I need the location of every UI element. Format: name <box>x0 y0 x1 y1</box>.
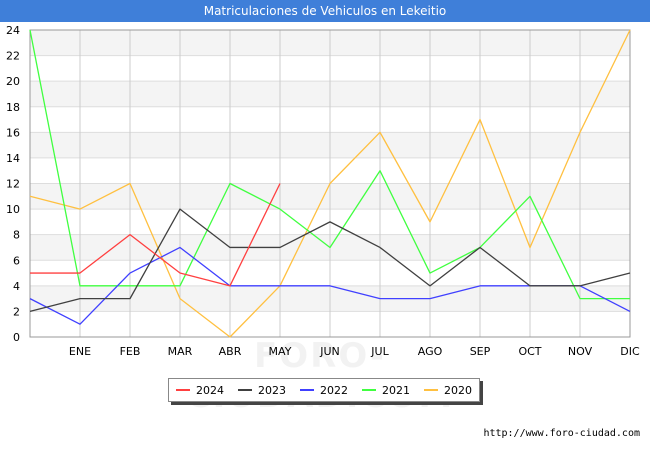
legend-item-2022: 2022 <box>300 384 348 397</box>
chart-title: Matriculaciones de Vehiculos en Lekeitio <box>0 0 650 22</box>
y-tick-label: 2 <box>13 305 20 318</box>
legend: 2024 2023 2022 2021 2020 <box>168 378 480 402</box>
legend-item-2021: 2021 <box>362 384 410 397</box>
legend-item-2020: 2020 <box>424 384 472 397</box>
y-tick-label: 6 <box>13 254 20 267</box>
x-tick-label: SEP <box>470 345 491 358</box>
x-tick-label: OCT <box>518 345 541 358</box>
y-tick-label: 4 <box>13 280 20 293</box>
legend-label: 2021 <box>382 383 410 397</box>
legend-label: 2020 <box>444 383 472 397</box>
y-tick-label: 8 <box>13 229 20 242</box>
legend-swatch <box>300 389 314 391</box>
y-tick-label: 16 <box>6 126 20 139</box>
y-tick-label: 12 <box>6 178 20 191</box>
y-tick-label: 20 <box>6 75 20 88</box>
x-tick-label: MAR <box>168 345 193 358</box>
x-axis-ticks: ENE FEB MAR ABR MAY JUN JUL AGO SEP OCT NOV DIC <box>69 345 640 358</box>
series-line-2020 <box>29 29 631 338</box>
x-tick-label: AGO <box>418 345 443 358</box>
y-tick-label: 14 <box>6 152 20 165</box>
legend-label: 2024 <box>196 383 224 397</box>
x-tick-label: MAY <box>269 345 292 358</box>
legend-item-2024: 2024 <box>176 384 224 397</box>
x-tick-label: ABR <box>219 345 242 358</box>
series-line-2021 <box>29 29 630 300</box>
watermark: FORO-CIUDAD.COM <box>186 336 453 416</box>
series-line-2023 <box>29 208 631 313</box>
x-tick-label: ENE <box>69 345 91 358</box>
legend-swatch <box>424 389 438 391</box>
series-lines <box>29 29 631 338</box>
legend-item-2023: 2023 <box>238 384 286 397</box>
x-tick-label: JUL <box>370 345 389 358</box>
x-tick-label: DIC <box>620 345 640 358</box>
y-tick-label: 22 <box>6 50 20 63</box>
x-tick-label: NOV <box>568 345 593 358</box>
y-tick-label: 24 <box>6 24 20 37</box>
legend-label: 2022 <box>320 383 348 397</box>
legend-label: 2023 <box>258 383 286 397</box>
y-tick-label: 0 <box>13 331 20 344</box>
x-tick-label: JUN <box>319 345 340 358</box>
legend-swatch <box>362 389 376 391</box>
y-tick-label: 10 <box>6 203 20 216</box>
x-tick-label: FEB <box>120 345 141 358</box>
y-tick-label: 18 <box>6 101 20 114</box>
source-url: http://www.foro-ciudad.com <box>483 428 640 439</box>
legend-swatch <box>176 389 190 391</box>
legend-swatch <box>238 389 252 391</box>
plot-frame <box>29 29 631 338</box>
series-line-2024 <box>30 183 281 287</box>
